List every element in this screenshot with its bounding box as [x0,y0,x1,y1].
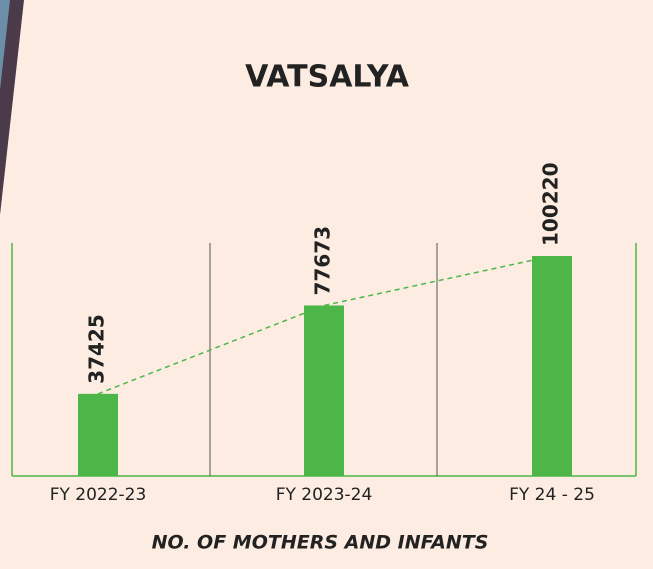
bar [304,305,344,476]
x-axis-label: NO. OF MOTHERS AND INFANTS [152,532,489,554]
value-label: 100220 [539,163,563,247]
x-tick-label: FY 2023-24 [276,485,373,505]
page: {"chart_data": {"type": "bar", "title": … [0,0,653,569]
value-label: 77673 [311,226,335,296]
chart-title: VATSALYA [245,60,410,95]
x-tick-label: FY 2022-23 [50,485,147,505]
chart: VATSALYA NO. OF MOTHERS AND INFANTS 3742… [0,0,653,569]
bar [78,394,118,476]
x-tick-label: FY 24 - 25 [509,485,595,505]
bar [532,256,572,476]
value-label: 37425 [85,314,109,384]
